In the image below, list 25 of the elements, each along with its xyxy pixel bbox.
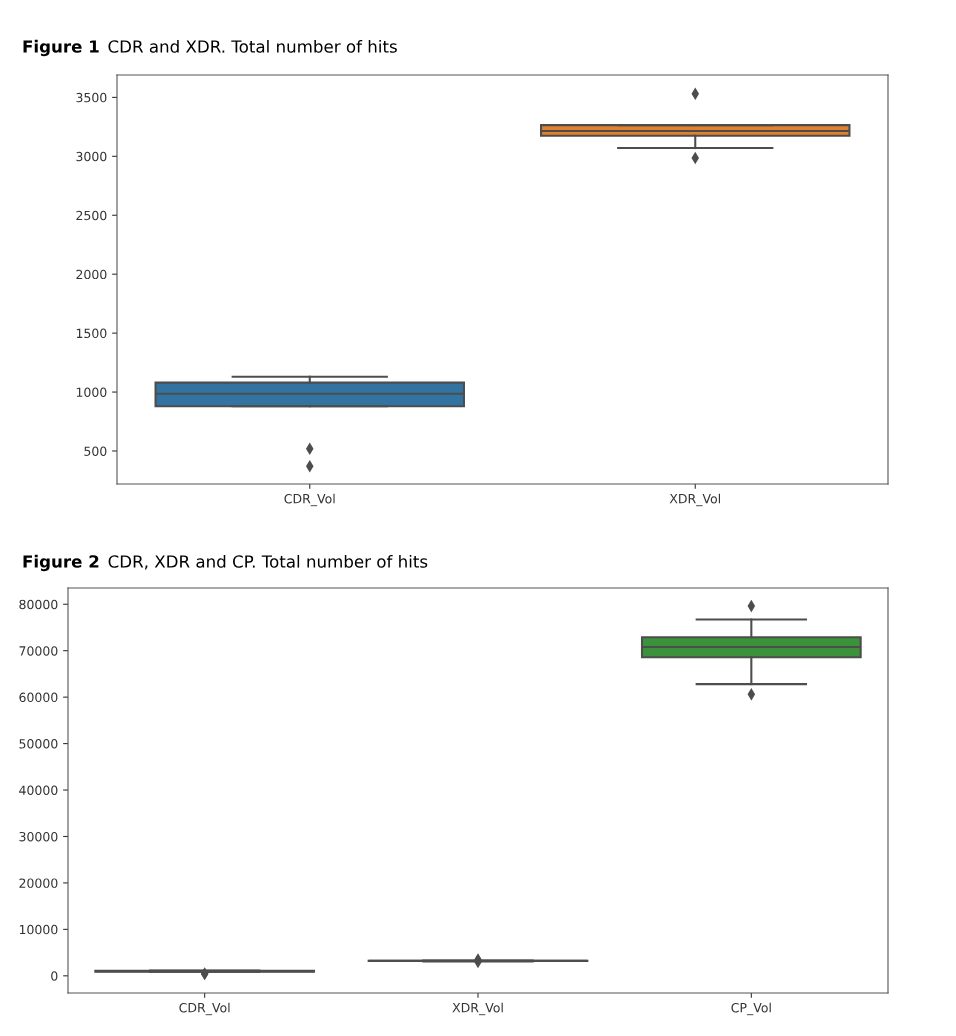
y-tick-label: 3000 [76,151,107,162]
y-tick-label: 70000 [19,646,58,656]
x-tick-label: CDR_Vol [179,1002,230,1016]
chart-subtitle: CDR and XDR. Total number of hits [108,39,397,53]
x-tick-label: XDR_Vol [669,493,720,507]
y-tick-label: 40000 [19,785,58,795]
y-tick-label: 0 [51,971,58,981]
y-tick-label: 500 [84,446,107,456]
chart-title: Figure 2 [23,554,99,572]
chart-title: Figure 1 [23,39,99,57]
chart-subtitle: CDR, XDR and CP. Total number of hits [108,554,428,570]
y-tick-label: 2000 [76,269,107,280]
y-tick-label: 60000 [19,692,58,703]
y-tick-label: 30000 [19,831,58,842]
x-tick-label: XDR_Vol [452,1002,503,1016]
y-tick-label: 10000 [19,924,58,935]
y-tick-label: 50000 [19,739,58,749]
x-tick-label: CDR_Vol [284,493,335,507]
y-tick-label: 80000 [19,599,58,610]
y-tick-label: 2500 [76,210,107,221]
y-tick-label: 3500 [76,92,107,103]
x-tick-label: CP_Vol [731,1002,771,1016]
y-tick-label: 1500 [76,328,107,339]
y-tick-label: 1000 [76,387,107,397]
y-tick-label: 20000 [19,878,58,888]
